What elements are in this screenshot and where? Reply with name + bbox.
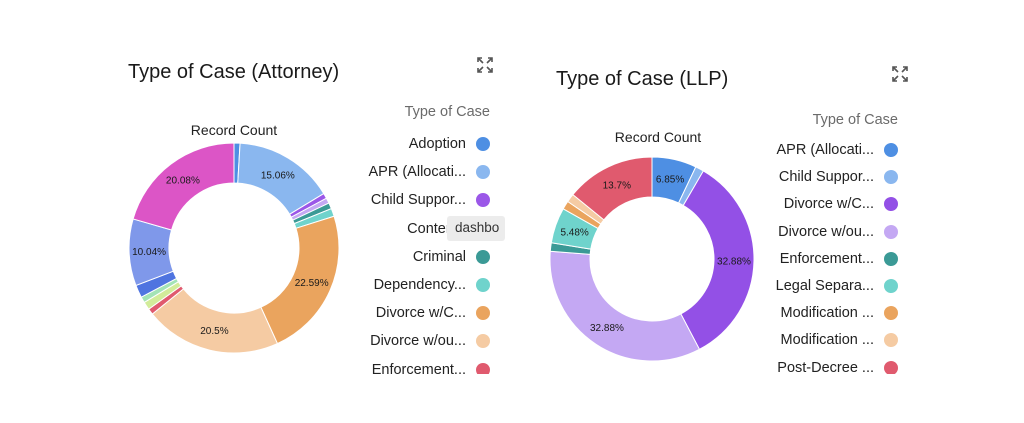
chart-subtitle: Record Count bbox=[615, 129, 701, 145]
legend-item[interactable]: APR (Allocati... bbox=[368, 162, 490, 182]
legend-item[interactable]: Dependency... bbox=[374, 275, 490, 295]
legend-swatch bbox=[476, 334, 490, 349]
legend-item[interactable]: Divorce w/C... bbox=[376, 303, 490, 323]
legend-item[interactable]: Enforcement... bbox=[372, 360, 490, 374]
slice-label: 32.88% bbox=[590, 323, 624, 334]
slice-label: 32.88% bbox=[717, 256, 751, 267]
legend-swatch bbox=[884, 197, 898, 212]
legend-label: Dependency... bbox=[373, 277, 466, 293]
legend-item[interactable]: Criminal bbox=[413, 247, 490, 267]
legend-label: APR (Allocati... bbox=[368, 164, 467, 181]
legend-item[interactable]: Adoption bbox=[409, 134, 490, 154]
legend-title: Type of Case bbox=[812, 112, 898, 128]
legend-item[interactable]: Modification ... bbox=[780, 303, 898, 323]
legend-swatch bbox=[884, 170, 898, 185]
expand-icon[interactable] bbox=[476, 56, 494, 74]
legend-label: Divorce w/ou... bbox=[370, 333, 466, 350]
legend-label: Divorce w/C... bbox=[783, 196, 874, 213]
legend-label: APR (Allocati... bbox=[776, 142, 875, 158]
legend-item[interactable]: Modification ... bbox=[780, 330, 898, 350]
legend-swatch bbox=[884, 224, 898, 239]
legend-item[interactable]: Post-Decree ... bbox=[777, 358, 898, 374]
donut-slice[interactable] bbox=[132, 142, 235, 231]
expand-icon[interactable] bbox=[891, 65, 909, 83]
chart-card-attorney: Type of Case (Attorney) Record Count 15.… bbox=[110, 56, 504, 374]
legend-swatch bbox=[884, 251, 898, 266]
legend-label: Child Suppor... bbox=[370, 192, 466, 209]
legend-label: Post-Decree ... bbox=[777, 359, 874, 374]
legend-swatch bbox=[884, 143, 898, 157]
legend-label: Adoption bbox=[408, 136, 466, 152]
chart-card-llp: Type of Case (LLP) Record Count 6.85% 32.… bbox=[512, 0, 1024, 423]
chart-subtitle: Record Count bbox=[191, 122, 277, 138]
legend-swatch bbox=[884, 306, 898, 321]
slice-label: 13.7% bbox=[603, 180, 631, 191]
legend-item[interactable]: Enforcement... bbox=[780, 249, 898, 269]
legend-item[interactable]: Divorce w/C... bbox=[784, 194, 898, 214]
slice-label: 15.06% bbox=[261, 171, 295, 182]
legend-label: Enforcement... bbox=[779, 250, 874, 267]
legend-swatch bbox=[476, 278, 490, 292]
legend-item[interactable]: Divorce w/ou... bbox=[778, 222, 898, 242]
slice-label: 10.04% bbox=[132, 247, 166, 258]
legend-item[interactable]: APR (Allocati... bbox=[776, 140, 898, 160]
donut-slice[interactable] bbox=[572, 156, 653, 221]
slices: 6.85% 32.88% 32.88% 5.48% 13.7% bbox=[549, 156, 755, 362]
legend: Type of Case Adoption APR (Allocati... Chi… bbox=[340, 100, 504, 374]
donut-slice[interactable] bbox=[680, 170, 755, 350]
tooltip: dashbo bbox=[447, 216, 505, 241]
legend-label: Modification ... bbox=[780, 305, 875, 322]
legend-item[interactable]: Divorce w/ou... bbox=[370, 331, 490, 351]
legend-swatch bbox=[884, 279, 898, 293]
legend: Type of Case APR (Allocati... Child Suppo… bbox=[762, 108, 912, 374]
legend-item[interactable]: Child Suppor... bbox=[779, 167, 898, 187]
slice-label: 20.5% bbox=[200, 326, 228, 337]
legend-swatch bbox=[476, 362, 490, 374]
legend-label: Legal Separa... bbox=[775, 278, 874, 294]
legend-swatch bbox=[476, 165, 490, 180]
legend-swatch bbox=[476, 193, 490, 208]
legend-item[interactable]: Child Suppor... bbox=[371, 190, 490, 210]
legend-label: Divorce w/C... bbox=[375, 305, 466, 322]
legend-swatch bbox=[476, 249, 490, 264]
chart-title: Type of Case (LLP) bbox=[556, 68, 729, 90]
legend-label: Divorce w/ou... bbox=[778, 223, 874, 240]
legend-title: Type of Case bbox=[404, 104, 490, 120]
legend-label: Modification ... bbox=[780, 332, 875, 349]
slice-label: 22.59% bbox=[295, 278, 329, 289]
legend-item[interactable]: Legal Separa... bbox=[776, 276, 898, 296]
legend-swatch bbox=[476, 306, 490, 321]
chart-title: Type of Case (Attorney) bbox=[128, 61, 340, 83]
slices: 15.06% 22.59% 20.5% 10.04% 20.08% bbox=[128, 142, 340, 354]
legend-label: Enforcement... bbox=[371, 361, 466, 374]
legend-swatch bbox=[476, 137, 490, 151]
legend-swatch bbox=[884, 360, 898, 374]
donut-chart[interactable]: Record Count 15.06% 22.59% 20.5% 10.04% 20.0… bbox=[110, 115, 360, 355]
legend-label: Child Suppor... bbox=[778, 169, 874, 186]
legend-label: Criminal bbox=[412, 248, 466, 265]
legend-swatch bbox=[884, 333, 898, 348]
donut-chart[interactable]: Record Count 6.85% 32.88% 32.88% 5.48% 13.7% bbox=[530, 120, 780, 370]
slice-label: 5.48% bbox=[560, 227, 588, 238]
donut-slice[interactable] bbox=[549, 250, 701, 362]
slice-label: 20.08% bbox=[166, 176, 200, 187]
slice-label: 6.85% bbox=[656, 175, 684, 186]
